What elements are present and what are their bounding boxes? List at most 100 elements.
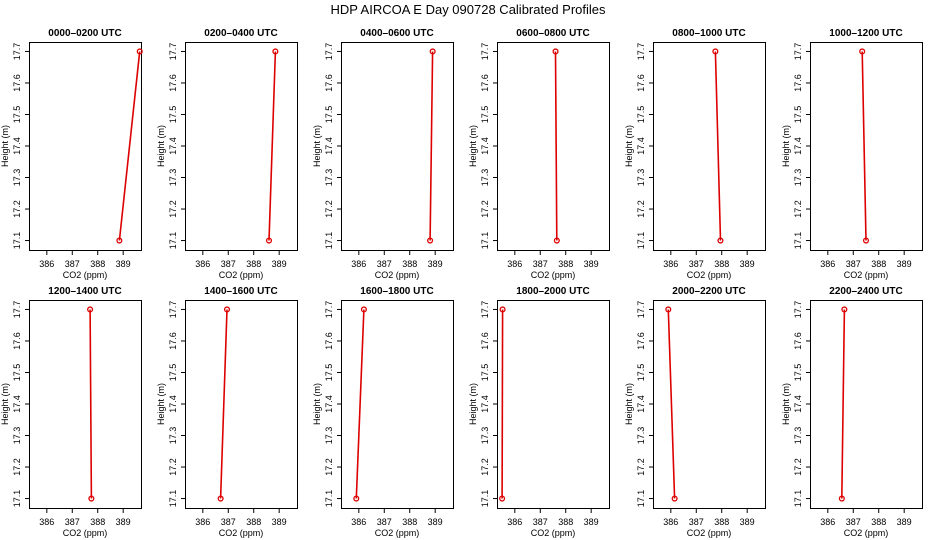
x-tick-label: 386 [663,517,678,527]
x-axis-label: CO2 (ppm) [375,270,420,280]
data-point [553,237,560,244]
x-tick-label: 388 [714,259,729,269]
plot-frame [810,300,923,509]
y-tick-label: 17.4 [168,395,178,413]
data-point [88,495,95,502]
profile-line [841,309,846,499]
x-tick-label: 386 [39,259,54,269]
panel-title: 2200–2400 UTC [829,286,902,297]
y-tick-label: 17.6 [324,74,334,92]
panel-5: 0800–1000 UTC 386 387 388 389 CO2 (ppm) 17.1 17… [624,28,766,280]
y-axis-label: Height (m) [781,125,791,167]
plot-frame [29,42,142,251]
y-tick-label: 17.7 [12,43,22,61]
x-tick-label: 389 [584,259,599,269]
x-tick-label: 387 [377,517,392,527]
y-tick-label: 17.4 [480,137,490,155]
y-tick-label: 17.6 [636,332,646,350]
y-tick-label: 17.2 [793,200,803,218]
panel-4: 0600–0800 UTC 386 387 388 389 CO2 (ppm) 17.1 17… [468,28,610,280]
data-point [217,495,224,502]
y-tick-label: 17.1 [168,232,178,250]
y-tick-label: 17.5 [480,106,490,124]
y-tick-label: 17.3 [636,427,646,445]
data-point [272,48,279,55]
y-tick-label: 17.3 [324,169,334,187]
data-point [223,306,231,313]
x-tick-label: 387 [533,517,548,527]
data-point [859,48,866,55]
x-tick-label: 386 [820,517,835,527]
y-axis-label: Height (m) [0,125,10,167]
x-tick-label: 386 [351,517,366,527]
y-tick-label: 17.1 [793,232,803,250]
data-point [499,495,506,502]
y-tick-label: 17.7 [480,43,490,61]
y-tick-label: 17.5 [12,106,22,124]
y-tick-label: 17.5 [12,364,22,382]
y-tick-label: 17.2 [636,200,646,218]
y-tick-label: 17.2 [636,458,646,476]
y-axis-label: Height (m) [468,125,478,167]
x-tick-label: 389 [428,259,443,269]
x-tick-label: 386 [507,259,522,269]
y-tick-label: 17.5 [168,364,178,382]
panel-3: 0400–0600 UTC 386 387 388 389 CO2 (ppm) 17.1 17… [312,28,454,280]
profile-line [268,51,277,241]
x-tick-label: 388 [871,259,886,269]
panel-title: 1000–1200 UTC [829,28,902,39]
x-axis-label: CO2 (ppm) [687,270,732,280]
profile-line [501,309,504,499]
y-tick-label: 17.2 [480,458,490,476]
plot-frame [653,42,766,251]
y-tick-label: 17.7 [480,301,490,319]
plot-frame [29,300,142,509]
data-point [87,306,94,313]
panel-title: 0400–0600 UTC [360,28,433,39]
x-tick-label: 388 [246,517,261,527]
data-point [116,237,123,244]
x-tick-label: 387 [65,517,80,527]
x-axis-label: CO2 (ppm) [63,528,108,538]
profile-line [219,309,228,499]
y-tick-label: 17.4 [793,137,803,155]
y-tick-label: 17.6 [324,332,334,350]
panel-title: 1600–1800 UTC [360,286,433,297]
y-tick-label: 17.2 [324,200,334,218]
figure-title: HDP AIRCOA E Day 090728 Calibrated Profi… [330,2,606,17]
plot-frame [810,42,923,251]
y-axis-label: Height (m) [624,383,634,425]
x-tick-label: 387 [689,517,704,527]
data-point [360,306,367,313]
x-tick-label: 387 [846,517,861,527]
y-tick-label: 17.7 [324,43,334,61]
plot-frame [497,300,610,509]
y-tick-label: 17.3 [793,427,803,445]
y-tick-label: 17.3 [480,169,490,187]
y-tick-label: 17.1 [168,490,178,508]
x-tick-label: 389 [897,259,912,269]
data-point [499,306,506,313]
y-tick-label: 17.2 [480,200,490,218]
profile-line [714,51,722,241]
x-tick-label: 388 [558,517,573,527]
y-tick-label: 17.4 [12,395,22,413]
data-point [862,237,870,244]
x-tick-label: 389 [272,517,287,527]
y-tick-label: 17.4 [636,395,646,413]
profile-line [861,51,867,241]
y-tick-label: 17.3 [793,169,803,187]
x-tick-label: 387 [533,259,548,269]
y-tick-label: 17.3 [480,427,490,445]
y-axis-label: Height (m) [624,125,634,167]
x-tick-label: 386 [195,517,210,527]
panel-title: 0800–1000 UTC [672,28,745,39]
data-point [552,48,559,55]
x-axis-label: CO2 (ppm) [531,528,576,538]
y-tick-label: 17.1 [793,490,803,508]
y-axis-label: Height (m) [156,383,166,425]
x-tick-label: 389 [897,517,912,527]
y-axis-label: Height (m) [781,383,791,425]
panel-8: 1400–1600 UTC 386 387 388 389 CO2 (ppm) 17.1 17… [156,286,298,538]
y-tick-label: 17.7 [324,301,334,319]
